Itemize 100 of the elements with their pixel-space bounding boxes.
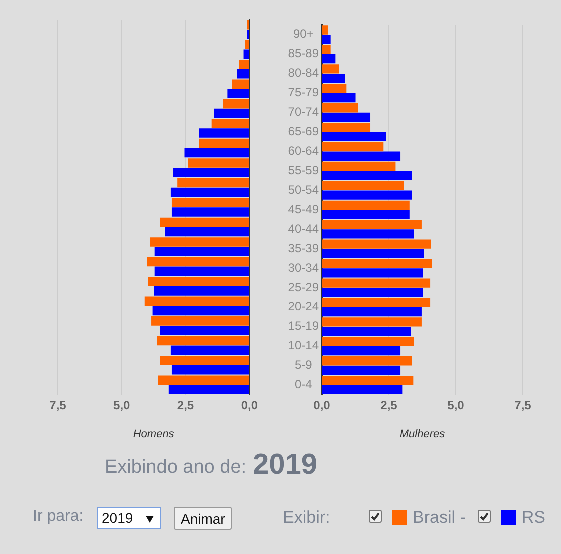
bar (322, 35, 331, 44)
bar (322, 200, 410, 210)
bar (322, 376, 414, 386)
bar (158, 376, 250, 386)
bar (322, 45, 331, 54)
bar (322, 93, 356, 103)
bar (322, 288, 424, 298)
bar (178, 178, 250, 188)
text: 2019 (97, 507, 161, 529)
bar (322, 142, 384, 152)
bar (322, 171, 412, 180)
x-axis-title: Homens (133, 428, 175, 440)
bar (199, 128, 250, 138)
y-tick-label: 30-34 (288, 260, 320, 275)
bar (150, 238, 250, 247)
bar (168, 385, 250, 395)
bar (322, 268, 424, 278)
bar (322, 152, 401, 161)
bar (322, 26, 328, 35)
x-tick-label: 7,5 (514, 398, 532, 413)
y-tick-label: 85-89 (288, 46, 320, 61)
bar (322, 240, 432, 249)
x-tick-label: 5,0 (114, 398, 131, 413)
x-tick-label: 2,5 (380, 398, 398, 413)
bar (322, 84, 347, 94)
y-tick-label: 20-24 (288, 300, 320, 314)
bar (322, 337, 414, 346)
bar (322, 318, 422, 327)
bar (322, 220, 422, 230)
y-tick-label: 0-4 (294, 378, 313, 392)
bar (237, 69, 250, 79)
x-tick-label: 7,5 (50, 398, 67, 413)
bar (322, 190, 412, 200)
y-tick-label: 50-54 (288, 182, 320, 197)
y-tick-label: 25-29 (288, 280, 320, 294)
bar (188, 158, 250, 168)
bar (322, 230, 414, 239)
bar (154, 266, 250, 276)
bar (322, 346, 401, 356)
bar (172, 208, 250, 217)
bar (322, 112, 371, 122)
bar (212, 119, 250, 128)
text: Exibir: (283, 508, 330, 528)
bar (322, 385, 403, 395)
bar (154, 286, 250, 296)
y-tick-label: 75-79 (288, 86, 320, 100)
bar (322, 326, 412, 336)
bar (322, 259, 432, 268)
bar (322, 298, 431, 308)
bar (172, 198, 250, 208)
bar (152, 306, 250, 316)
bar (245, 40, 250, 50)
bar (322, 366, 401, 376)
bar (172, 365, 250, 375)
bar (322, 104, 358, 113)
bar (170, 188, 250, 198)
y-tick-label: 5-9 (294, 358, 313, 372)
bar (322, 210, 410, 220)
bar (160, 218, 250, 228)
bar (228, 89, 250, 98)
bar (165, 227, 250, 237)
bar (322, 249, 424, 258)
bar (152, 316, 250, 326)
legend-label: RS (522, 508, 546, 527)
text: Exibindo ano de: (105, 457, 247, 479)
text: 2019 (253, 449, 318, 482)
bar (232, 80, 250, 89)
bar (174, 168, 250, 178)
bar (144, 296, 250, 306)
bar (239, 60, 250, 70)
y-tick-label: 45-49 (288, 202, 320, 216)
bar (322, 181, 404, 191)
bar (160, 356, 250, 366)
text: Animar (174, 507, 232, 530)
bar (322, 64, 340, 74)
y-tick-label: 65-69 (288, 124, 320, 139)
bar (244, 50, 250, 59)
bar (170, 346, 250, 356)
bar (214, 108, 250, 118)
bar (322, 123, 371, 132)
y-tick-label: 10-14 (288, 338, 320, 353)
bar (147, 257, 250, 267)
bar (199, 138, 250, 148)
x-tick-label: 0,0 (314, 398, 331, 413)
bar (322, 278, 431, 288)
bar (148, 277, 250, 286)
text: Ir para: (33, 508, 84, 526)
bar (322, 132, 386, 142)
x-tick-label: 5,0 (448, 398, 465, 413)
bar (322, 74, 346, 84)
bar (223, 99, 250, 109)
bar (322, 54, 336, 64)
x-tick-label: 0,0 (241, 398, 258, 413)
bar (322, 308, 422, 317)
y-tick-label: 80-84 (288, 66, 320, 80)
y-tick-label: 60-64 (288, 144, 320, 158)
y-tick-label: 40-44 (288, 222, 320, 236)
bar (154, 247, 250, 256)
y-tick-label: 35-39 (288, 241, 320, 256)
x-tick-label: 2,5 (177, 398, 194, 413)
